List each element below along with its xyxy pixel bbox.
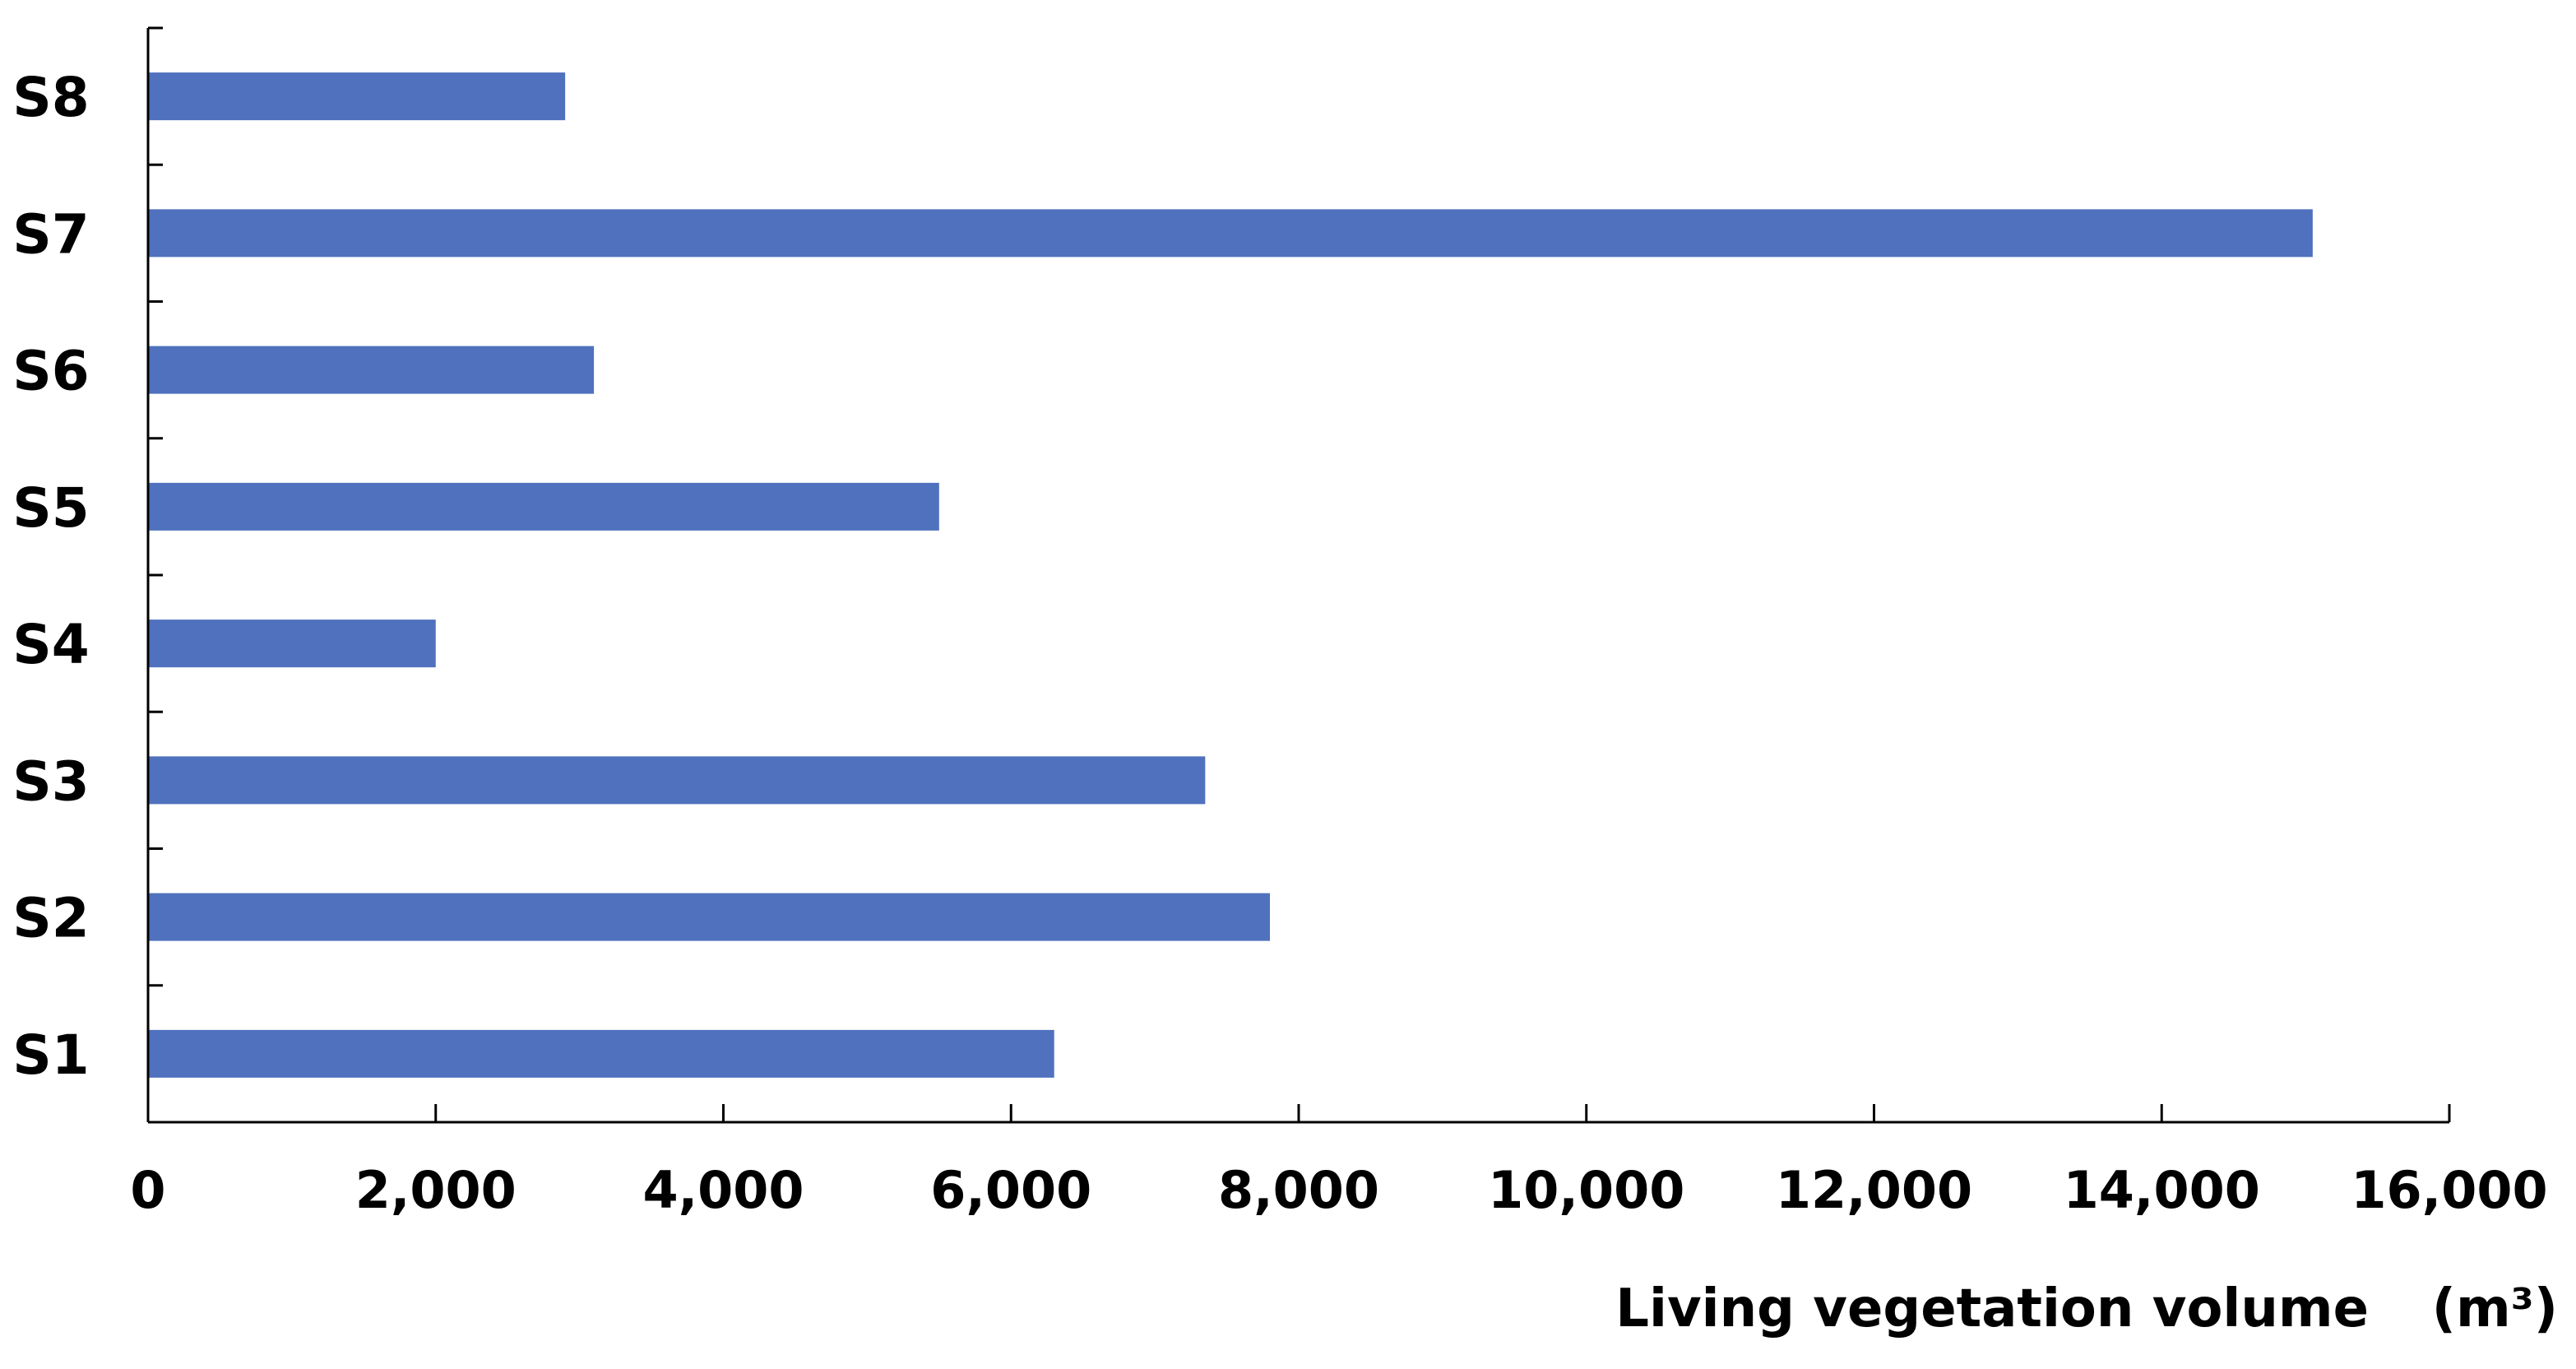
x-tick-labels: 0 2,000 4,000 6,000 8,000 10,000 12,000 14,000 1… xyxy=(130,1160,2547,1220)
bar-s4 xyxy=(148,620,436,668)
x-tick-label: 0 xyxy=(130,1160,165,1220)
category-label-s1: S1 xyxy=(12,1023,89,1087)
bar-s2 xyxy=(148,893,1271,941)
x-tick-label: 2,000 xyxy=(355,1160,517,1220)
bars-layer xyxy=(148,72,2313,1078)
bar-s3 xyxy=(148,756,1206,805)
x-tick-label: 4,000 xyxy=(642,1160,804,1220)
category-label-s7: S7 xyxy=(12,202,89,266)
x-tick-label: 16,000 xyxy=(2351,1160,2547,1220)
category-label-s4: S4 xyxy=(12,613,89,676)
category-label-s2: S2 xyxy=(12,887,89,950)
bar-s1 xyxy=(148,1029,1054,1078)
y-ticks xyxy=(148,26,163,1124)
x-ticks xyxy=(146,1104,2451,1122)
bar-s5 xyxy=(148,482,939,531)
axes-layer xyxy=(146,28,2449,1124)
category-label-s3: S3 xyxy=(12,749,89,813)
x-axis-unit: (m³) xyxy=(2432,1279,2558,1339)
x-tick-label: 8,000 xyxy=(1218,1160,1379,1220)
category-label-s8: S8 xyxy=(12,66,89,129)
x-tick-label: 12,000 xyxy=(1776,1160,1972,1220)
category-label-s6: S6 xyxy=(12,340,89,403)
x-tick-label: 10,000 xyxy=(1488,1160,1684,1220)
x-tick-label: 14,000 xyxy=(2064,1160,2260,1220)
bar-s8 xyxy=(148,72,566,121)
x-axis-title: Living vegetation volume xyxy=(1615,1279,2369,1339)
x-tick-label: 6,000 xyxy=(930,1160,1091,1220)
bar-s7 xyxy=(148,209,2313,258)
category-label-s5: S5 xyxy=(12,476,89,540)
bar-s6 xyxy=(148,346,595,394)
category-labels: S1 S2 S3 S4 S5 S6 S7 S8 xyxy=(12,66,89,1087)
